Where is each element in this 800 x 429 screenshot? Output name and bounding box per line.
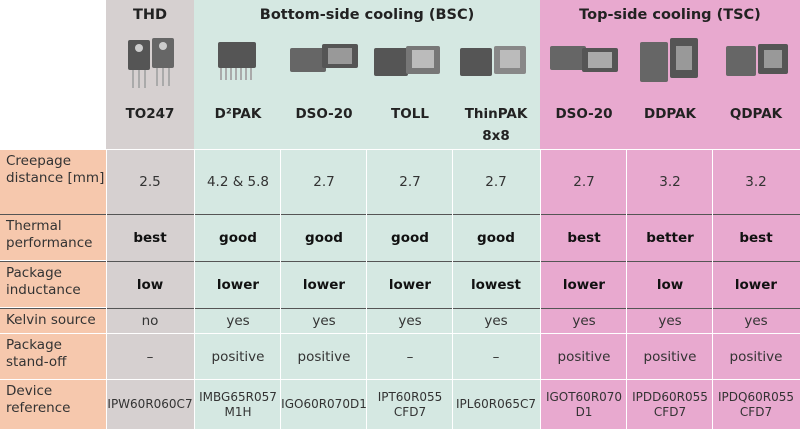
cell-creepage: 4.2 & 5.8 [206, 174, 270, 190]
cell-device-ref: IGO60R070D1 [281, 397, 367, 411]
cell-creepage: 2.7 [485, 174, 507, 190]
row-divider [0, 333, 800, 334]
cell-inductance: low [656, 277, 684, 293]
dso20-bsc-package-icon [290, 44, 358, 72]
package-name-thinpak: ThinPAK 8x8 [464, 106, 528, 144]
row-label-creepage: Creepage distance [mm] [0, 150, 106, 214]
cell-device-ref: IPT60R055 CFD7 [377, 389, 443, 419]
qdpak-package-icon [726, 44, 788, 76]
cell-inductance: lower [388, 277, 432, 293]
cell-device-ref: IPDD60R055 CFD7 [632, 389, 708, 419]
cell-kelvin: yes [312, 313, 336, 329]
cell-creepage: 3.2 [745, 174, 767, 190]
col-divider [626, 150, 627, 429]
row-label-kelvin: Kelvin source [0, 309, 106, 333]
cell-standoff: positive [729, 348, 783, 365]
cell-thermal: good [305, 230, 343, 246]
cell-thermal: good [219, 230, 257, 246]
package-name-ddpak: DDPAK [644, 106, 696, 122]
cell-thermal: good [391, 230, 429, 246]
cell-inductance: lower [302, 277, 346, 293]
col-divider [712, 150, 713, 429]
cell-creepage: 2.5 [139, 174, 161, 190]
col-divider [106, 150, 107, 429]
cell-device-ref: IMBG65R057 M1H [199, 389, 277, 419]
cell-creepage: 2.7 [573, 174, 595, 190]
ddpak-package-icon [640, 38, 698, 82]
col-divider [452, 150, 453, 429]
row-divider [0, 308, 800, 309]
package-name-qdpak: QDPAK [729, 106, 783, 122]
col-divider [540, 150, 541, 429]
cell-creepage: 2.7 [399, 174, 421, 190]
dso20-tsc-package-icon [550, 46, 618, 72]
cell-standoff: – [406, 348, 414, 365]
cell-standoff: positive [557, 348, 611, 365]
cell-device-ref: IPDQ60R055 CFD7 [718, 389, 794, 419]
cell-device-ref: IGOT60R070 D1 [545, 389, 623, 419]
cell-standoff: positive [643, 348, 697, 365]
cell-kelvin: yes [398, 313, 422, 329]
row-label-standoff: Package stand-off [0, 334, 106, 379]
to247-package-icon [128, 38, 174, 88]
cell-creepage: 3.2 [659, 174, 681, 190]
row-label-inductance: Package inductance [0, 262, 106, 307]
cell-kelvin: yes [226, 313, 250, 329]
cell-inductance: lowest [470, 277, 522, 293]
package-name-dso20-tsc: DSO-20 [555, 106, 613, 122]
package-name-d2pak: D²PAK [214, 106, 262, 122]
cell-kelvin: yes [572, 313, 596, 329]
cell-standoff: positive [297, 348, 351, 365]
group-header-tsc: Top-side cooling (TSC) [579, 7, 761, 23]
col-divider [280, 150, 281, 429]
row-divider [0, 379, 800, 380]
row-divider [0, 149, 800, 150]
thinpak-package-icon [460, 46, 526, 76]
group-header-bsc: Bottom-side cooling (BSC) [259, 7, 475, 23]
cell-device-ref: IPL60R065C7 [456, 397, 536, 411]
cell-inductance: lower [562, 277, 606, 293]
cell-kelvin: yes [658, 313, 682, 329]
row-divider [0, 261, 800, 262]
cell-thermal: best [133, 230, 167, 246]
cell-thermal: good [477, 230, 515, 246]
row-label-thermal: Thermal performance [0, 215, 106, 260]
cell-standoff: positive [211, 348, 265, 365]
cell-kelvin: yes [484, 313, 508, 329]
cell-thermal: best [739, 230, 773, 246]
cell-inductance: lower [216, 277, 260, 293]
cell-thermal: best [567, 230, 601, 246]
cell-creepage: 2.7 [313, 174, 335, 190]
col-divider [194, 150, 195, 429]
group-header-thd: THD [132, 7, 168, 23]
cell-inductance: lower [734, 277, 778, 293]
cell-thermal: better [646, 230, 694, 246]
cell-kelvin: yes [744, 313, 768, 329]
package-name-dso20-bsc: DSO-20 [295, 106, 353, 122]
cell-device-ref: IPW60R060C7 [107, 397, 193, 411]
cell-standoff: – [492, 348, 500, 365]
package-name-to247: TO247 [125, 106, 175, 122]
toll-package-icon [374, 46, 440, 76]
cell-inductance: low [136, 277, 164, 293]
row-label-device-ref: Device reference [0, 380, 106, 429]
row-divider [0, 214, 800, 215]
d2pak-package-icon [218, 42, 256, 80]
cell-kelvin: no [141, 313, 159, 329]
cell-standoff: – [146, 348, 154, 365]
col-divider [366, 150, 367, 429]
package-name-toll: TOLL [391, 106, 429, 122]
